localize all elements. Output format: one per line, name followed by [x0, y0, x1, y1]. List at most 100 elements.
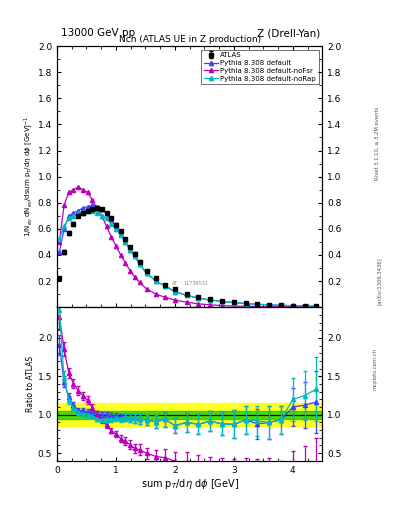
Pythia 8.308 default-noRap — [220, 298, 224, 305]
Pythia 8.308 default-noRap — [85, 207, 90, 214]
Pythia 8.308 default-noFsr — [57, 239, 62, 245]
Pythia 8.308 default — [255, 301, 260, 307]
Pythia 8.308 default-noRap — [109, 221, 114, 227]
Pythia 8.308 default-noFsr — [184, 299, 189, 305]
Pythia 8.308 default — [137, 261, 142, 267]
Pythia 8.308 default-noFsr — [243, 303, 248, 309]
Pythia 8.308 default — [184, 292, 189, 298]
Pythia 8.308 default-noRap — [128, 247, 132, 253]
Pythia 8.308 default — [290, 303, 295, 309]
Pythia 8.308 default-noRap — [104, 216, 109, 222]
Pythia 8.308 default-noRap — [137, 261, 142, 267]
Text: 11736531: 11736531 — [184, 281, 209, 286]
Text: [arXiv:1306.3436]: [arXiv:1306.3436] — [377, 258, 382, 306]
Pythia 8.308 default — [208, 297, 213, 303]
Pythia 8.308 default-noRap — [255, 301, 260, 307]
Pythia 8.308 default — [76, 207, 81, 214]
Pythia 8.308 default — [81, 205, 85, 211]
Pythia 8.308 default-noFsr — [81, 186, 85, 193]
Pythia 8.308 default-noRap — [184, 292, 189, 298]
Text: Z (Drell-Yan): Z (Drell-Yan) — [257, 28, 320, 38]
Pythia 8.308 default — [71, 210, 76, 216]
Pythia 8.308 default-noFsr — [231, 303, 236, 309]
Pythia 8.308 default-noFsr — [90, 197, 95, 203]
Y-axis label: 1/N$_{ev}$ dN$_{ev}$/dsum p$_T$/d$\eta$ d$\phi$ [GeV]$^{-1}$: 1/N$_{ev}$ dN$_{ev}$/dsum p$_T$/d$\eta$ … — [22, 116, 35, 238]
Text: AT: AT — [172, 281, 178, 286]
Pythia 8.308 default — [220, 298, 224, 305]
Pythia 8.308 default-noRap — [290, 303, 295, 309]
Pythia 8.308 default-noRap — [279, 302, 283, 308]
Pythia 8.308 default-noRap — [302, 303, 307, 309]
Pythia 8.308 default-noRap — [267, 302, 272, 308]
Pythia 8.308 default-noFsr — [76, 184, 81, 190]
Pythia 8.308 default-noFsr — [99, 213, 104, 219]
Pythia 8.308 default-noFsr — [104, 223, 109, 229]
Line: Pythia 8.308 default: Pythia 8.308 default — [57, 203, 318, 308]
Pythia 8.308 default — [123, 239, 128, 245]
Pythia 8.308 default-noRap — [66, 216, 71, 222]
Pythia 8.308 default-noFsr — [290, 304, 295, 310]
Pythia 8.308 default-noFsr — [173, 297, 177, 303]
Pythia 8.308 default-noRap — [81, 209, 85, 215]
Pythia 8.308 default — [57, 249, 62, 255]
Pythia 8.308 default — [173, 288, 177, 294]
Pythia 8.308 default-noRap — [114, 226, 118, 232]
Pythia 8.308 default-noRap — [95, 210, 99, 216]
Pythia 8.308 default-noRap — [163, 283, 168, 289]
Pythia 8.308 default-noRap — [154, 278, 158, 284]
Title: Nch (ATLAS UE in Z production): Nch (ATLAS UE in Z production) — [119, 35, 261, 44]
Pythia 8.308 default-noFsr — [85, 189, 90, 196]
Pythia 8.308 default-noFsr — [62, 202, 66, 208]
Pythia 8.308 default-noRap — [314, 303, 319, 309]
Pythia 8.308 default-noFsr — [196, 301, 201, 307]
Text: Rivet 3.1.10, ≥ 3.2M events: Rivet 3.1.10, ≥ 3.2M events — [375, 106, 380, 180]
Pythia 8.308 default-noFsr — [114, 243, 118, 249]
Pythia 8.308 default-noRap — [144, 270, 149, 276]
Pythia 8.308 default-noFsr — [66, 189, 71, 196]
Pythia 8.308 default-noFsr — [128, 268, 132, 274]
Pythia 8.308 default-noFsr — [118, 252, 123, 258]
Pythia 8.308 default — [114, 223, 118, 229]
Text: mcplots.cern.ch: mcplots.cern.ch — [373, 348, 378, 390]
Pythia 8.308 default — [267, 302, 272, 308]
Pythia 8.308 default — [163, 283, 168, 289]
Pythia 8.308 default — [95, 204, 99, 210]
Pythia 8.308 default — [66, 213, 71, 219]
Pythia 8.308 default — [128, 247, 132, 253]
Pythia 8.308 default-noFsr — [279, 304, 283, 310]
Pythia 8.308 default — [132, 253, 137, 260]
Pythia 8.308 default — [109, 217, 114, 223]
Line: Pythia 8.308 default-noFsr: Pythia 8.308 default-noFsr — [57, 185, 318, 309]
Pythia 8.308 default-noFsr — [95, 205, 99, 211]
Pythia 8.308 default-noRap — [62, 223, 66, 229]
Pythia 8.308 default — [243, 301, 248, 307]
Pythia 8.308 default-noRap — [208, 297, 213, 303]
Pythia 8.308 default-noRap — [243, 301, 248, 307]
Pythia 8.308 default-noFsr — [132, 274, 137, 280]
Pythia 8.308 default-noFsr — [255, 304, 260, 310]
Pythia 8.308 default-noRap — [118, 232, 123, 239]
Pythia 8.308 default-noFsr — [109, 233, 114, 240]
Pythia 8.308 default — [302, 303, 307, 309]
Y-axis label: Ratio to ATLAS: Ratio to ATLAS — [26, 356, 35, 412]
Pythia 8.308 default-noFsr — [123, 260, 128, 266]
Pythia 8.308 default-noRap — [132, 253, 137, 260]
Pythia 8.308 default-noFsr — [137, 280, 142, 286]
Pythia 8.308 default-noFsr — [302, 304, 307, 310]
Pythia 8.308 default-noRap — [196, 295, 201, 301]
Pythia 8.308 default — [85, 204, 90, 210]
Pythia 8.308 default-noFsr — [220, 303, 224, 309]
Pythia 8.308 default — [99, 206, 104, 212]
Pythia 8.308 default-noFsr — [144, 286, 149, 292]
Pythia 8.308 default-noRap — [57, 236, 62, 242]
Pythia 8.308 default-noRap — [173, 288, 177, 294]
Pythia 8.308 default-noFsr — [163, 294, 168, 301]
Pythia 8.308 default-noRap — [76, 210, 81, 216]
Pythia 8.308 default — [314, 303, 319, 309]
Pythia 8.308 default — [118, 231, 123, 237]
Pythia 8.308 default-noFsr — [208, 302, 213, 308]
Pythia 8.308 default — [231, 300, 236, 306]
Pythia 8.308 default — [90, 202, 95, 208]
Pythia 8.308 default — [196, 295, 201, 301]
Pythia 8.308 default-noFsr — [154, 291, 158, 297]
